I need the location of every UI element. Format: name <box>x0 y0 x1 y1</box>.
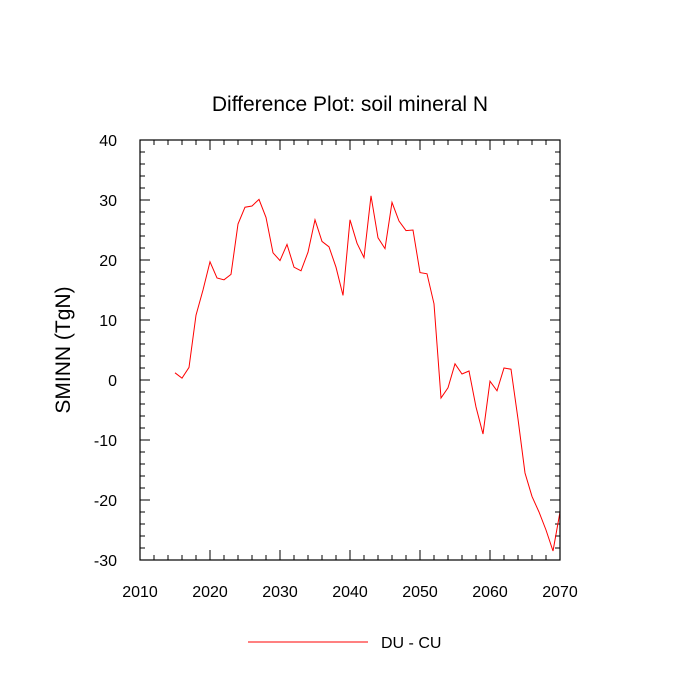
x-tick-label: 2020 <box>192 584 228 601</box>
y-tick-label: 20 <box>99 253 117 270</box>
y-tick-label: 0 <box>108 373 117 390</box>
y-tick-label: -20 <box>94 493 117 510</box>
legend-label: DU - CU <box>381 635 441 652</box>
y-tick-label: 30 <box>99 193 117 210</box>
legend: DU - CU <box>248 635 441 652</box>
y-tick-label: 10 <box>99 313 117 330</box>
series-line <box>174 195 561 552</box>
y-tick-label: 40 <box>99 133 117 150</box>
chart-title: Difference Plot: soil mineral N <box>212 93 488 116</box>
tick-labels: 2010 2020 2030 2040 2050 2060 2070-30-20-10010… <box>94 133 578 601</box>
y-tick-label: -30 <box>94 553 117 570</box>
axis-ticks <box>139 139 561 561</box>
plot-frame <box>139 139 561 561</box>
x-tick-label: 2060 <box>472 584 508 601</box>
y-axis-label: SMINN (TgN) <box>52 286 75 413</box>
y-tick-label: -10 <box>94 433 117 450</box>
x-tick-label: 2050 <box>402 584 438 601</box>
x-tick-label: 2010 <box>122 584 158 601</box>
x-tick-label: 2030 <box>262 584 298 601</box>
x-tick-label: 2070 <box>542 584 578 601</box>
series-group <box>174 195 561 552</box>
x-tick-label: 2040 <box>332 584 368 601</box>
